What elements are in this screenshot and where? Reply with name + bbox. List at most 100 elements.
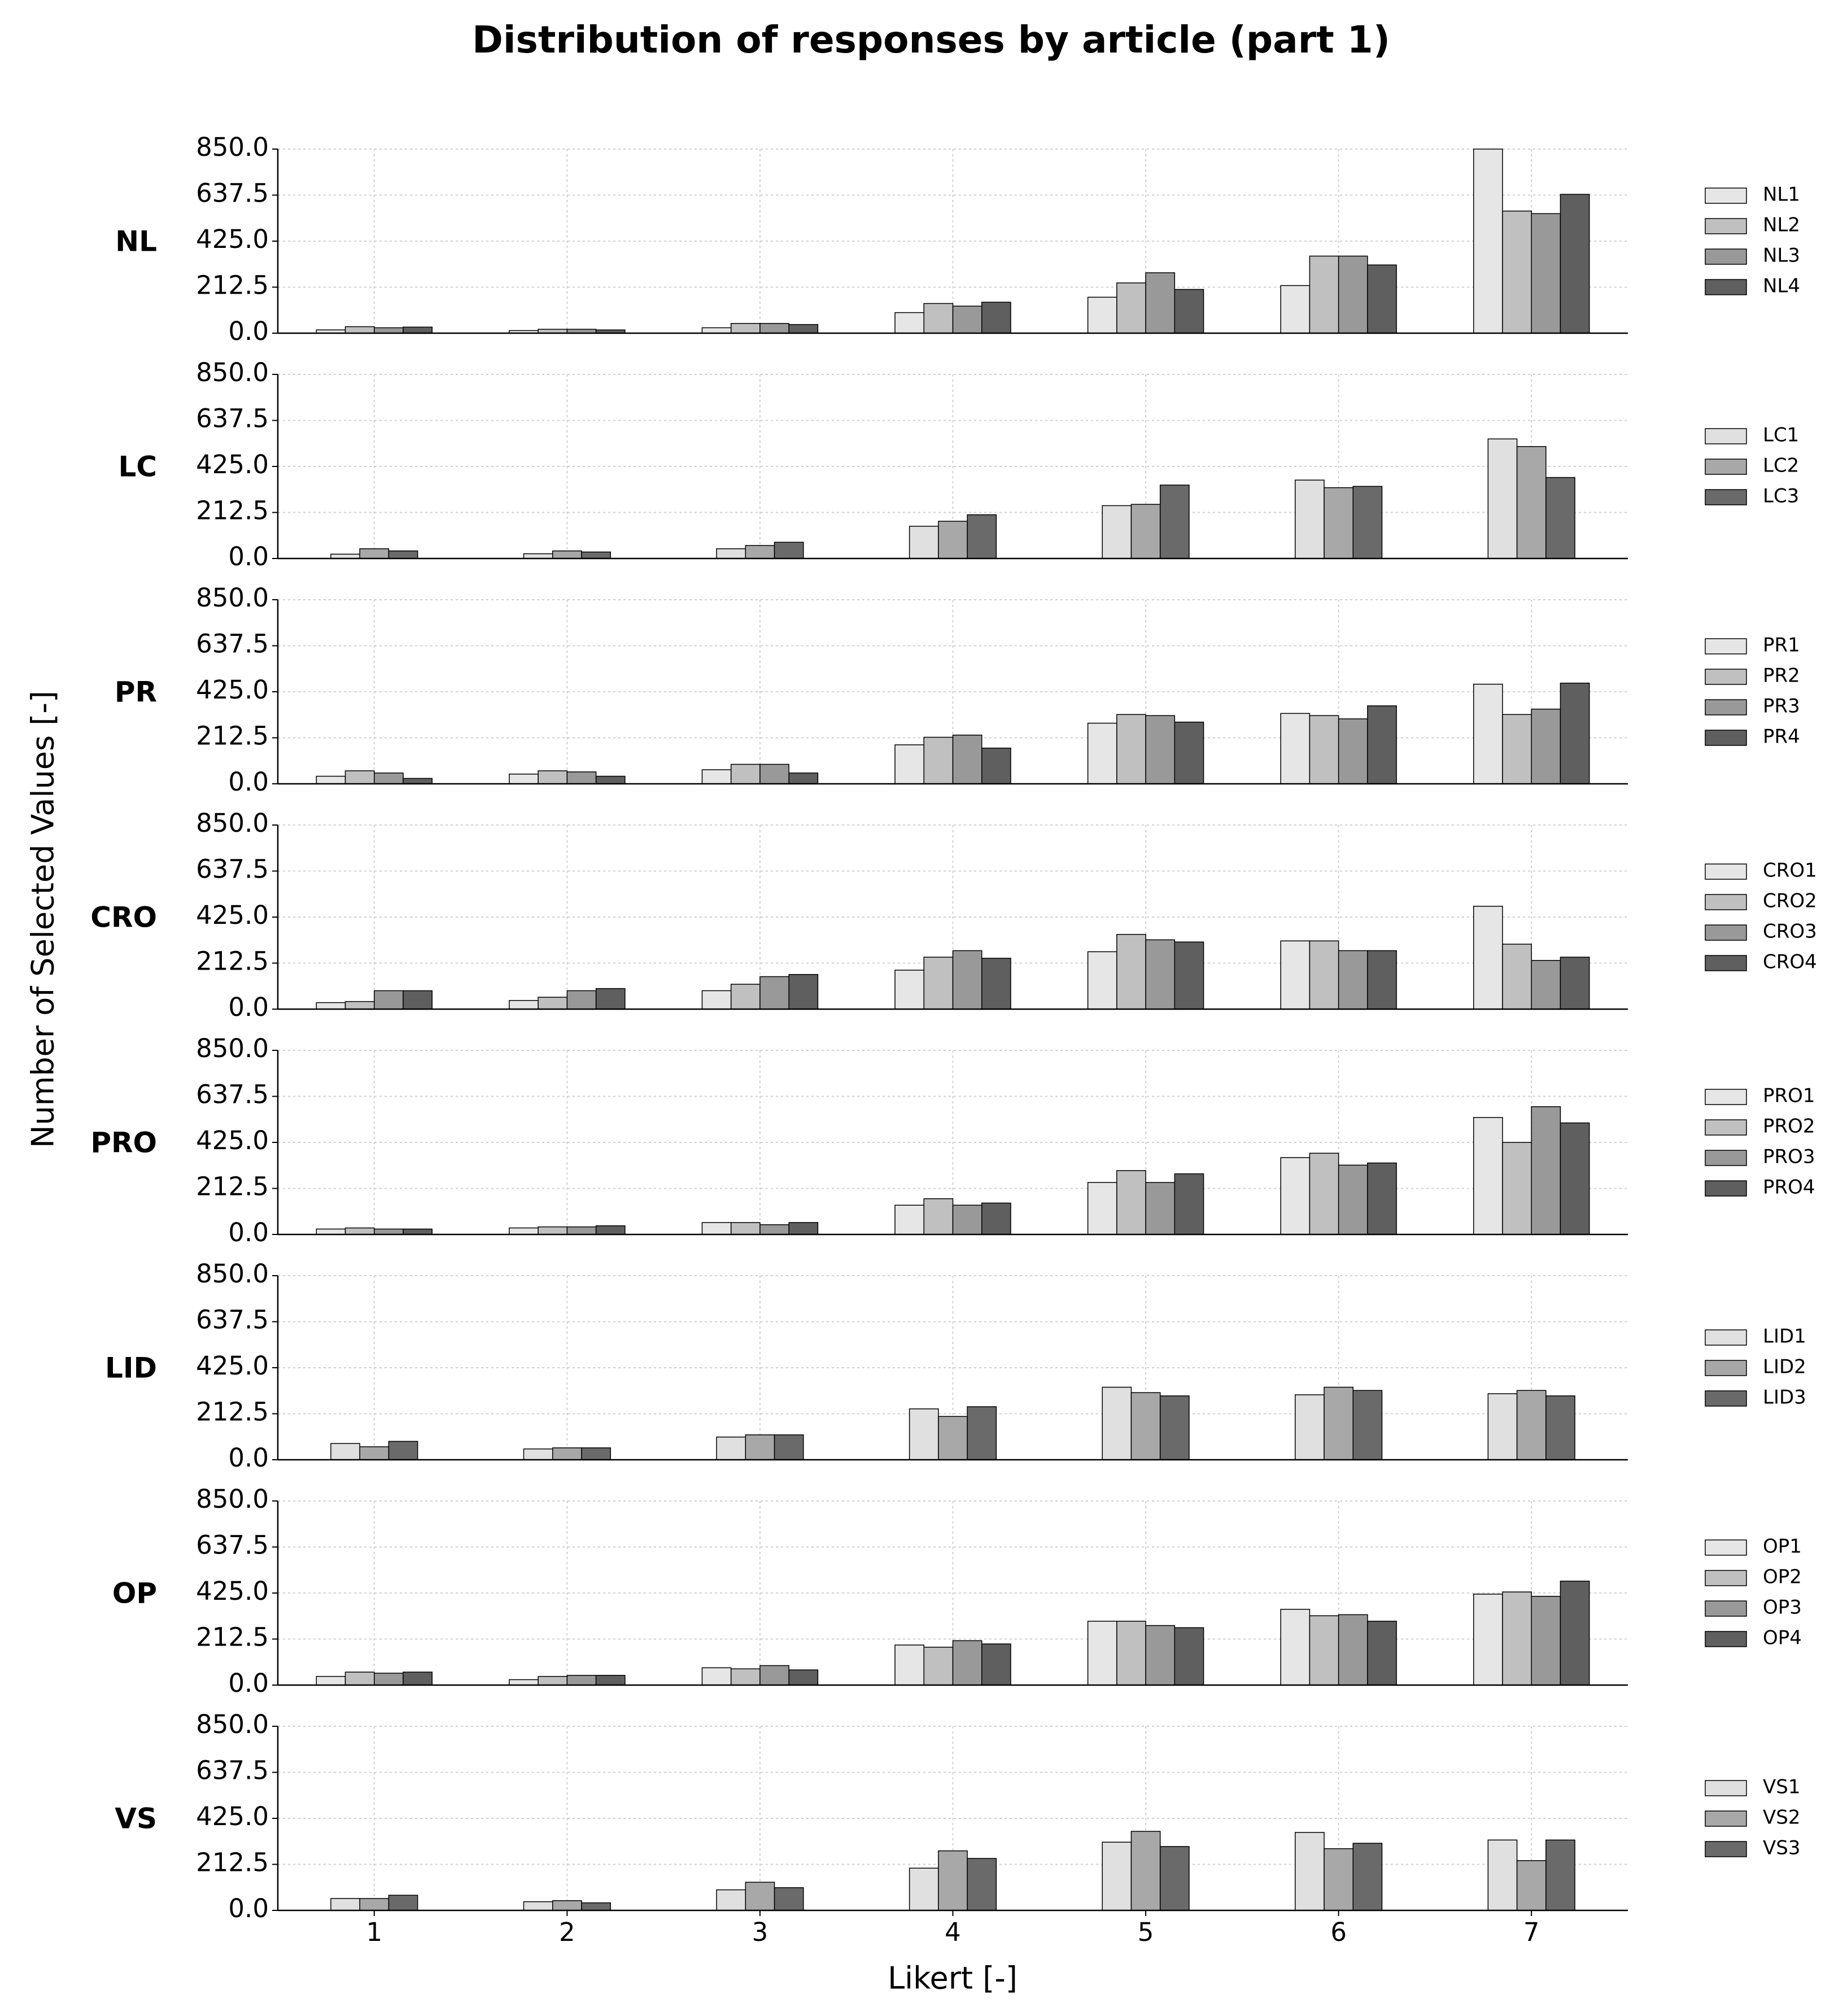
y-tick-label: 212.5 bbox=[196, 270, 269, 300]
bar bbox=[716, 1436, 746, 1460]
y-tick-label: 0.0 bbox=[228, 1218, 269, 1247]
legend-swatch bbox=[1705, 279, 1747, 295]
bar bbox=[1102, 505, 1132, 559]
y-tick-label: 0.0 bbox=[228, 1443, 269, 1473]
bar bbox=[538, 1675, 568, 1686]
bar bbox=[1145, 939, 1176, 1010]
bar bbox=[374, 1228, 404, 1235]
legend-swatch bbox=[1705, 459, 1747, 475]
bar bbox=[923, 303, 954, 334]
bar bbox=[1116, 1170, 1146, 1235]
bar bbox=[1367, 705, 1397, 784]
bar bbox=[1367, 1621, 1397, 1686]
bar bbox=[1502, 1142, 1532, 1235]
y-tick-label: 425.0 bbox=[196, 675, 269, 705]
legend-swatch bbox=[1705, 1539, 1747, 1556]
bar bbox=[1130, 504, 1161, 559]
bar bbox=[1352, 1843, 1383, 1911]
bar bbox=[1473, 149, 1503, 334]
figure-title: Distribution of responses by article (pa… bbox=[472, 18, 1390, 62]
bar bbox=[1309, 715, 1339, 784]
bar bbox=[788, 324, 819, 334]
bar bbox=[1502, 1591, 1532, 1686]
y-tick-label: 850.0 bbox=[196, 808, 269, 838]
bar bbox=[538, 770, 568, 784]
bar bbox=[359, 548, 390, 559]
bar bbox=[595, 1225, 626, 1235]
bar bbox=[1309, 255, 1339, 334]
legend-swatch bbox=[1705, 1631, 1747, 1647]
bar bbox=[523, 1448, 553, 1460]
bar bbox=[1174, 1627, 1204, 1686]
bar bbox=[581, 1902, 611, 1911]
bar bbox=[359, 1898, 390, 1911]
bar bbox=[1309, 1153, 1339, 1235]
legend-label: PR1 bbox=[1763, 634, 1800, 657]
bar bbox=[316, 1228, 346, 1235]
panel-label: VS bbox=[115, 1803, 157, 1835]
bar bbox=[1130, 1831, 1161, 1911]
legend-swatch bbox=[1705, 1810, 1747, 1827]
legend-swatch bbox=[1705, 218, 1747, 234]
bar bbox=[1473, 683, 1503, 784]
bar bbox=[1280, 1609, 1311, 1686]
bar bbox=[1531, 708, 1561, 784]
bar bbox=[1338, 255, 1368, 334]
legend-swatch bbox=[1705, 1841, 1747, 1857]
legend-label: PR3 bbox=[1763, 695, 1800, 718]
bar bbox=[509, 773, 539, 784]
y-tick-label: 212.5 bbox=[196, 1397, 269, 1427]
bar bbox=[1473, 1594, 1503, 1686]
legend-label: NL2 bbox=[1763, 214, 1800, 237]
y-tick-label: 212.5 bbox=[196, 1622, 269, 1652]
bar bbox=[1159, 1846, 1190, 1911]
x-tick-label: 7 bbox=[1523, 1917, 1540, 1947]
legend-label: CRO4 bbox=[1763, 951, 1817, 974]
bar bbox=[359, 1446, 390, 1460]
legend-label: CRO2 bbox=[1763, 890, 1817, 913]
y-tick-label: 0.0 bbox=[228, 1668, 269, 1698]
bar bbox=[1352, 1390, 1383, 1460]
bar bbox=[923, 1647, 954, 1686]
bar bbox=[730, 322, 761, 334]
bar bbox=[1367, 950, 1397, 1010]
bar bbox=[1102, 1386, 1132, 1460]
bar bbox=[981, 747, 1011, 784]
legend-label: PR2 bbox=[1763, 665, 1800, 687]
bar bbox=[1367, 1162, 1397, 1235]
bar bbox=[1087, 1182, 1117, 1235]
legend-swatch bbox=[1705, 1390, 1747, 1407]
y-tick-label: 212.5 bbox=[196, 1172, 269, 1202]
bar bbox=[330, 1443, 360, 1460]
bar bbox=[1174, 289, 1204, 334]
bar bbox=[1174, 941, 1204, 1010]
bar bbox=[1295, 1394, 1325, 1460]
legend-swatch bbox=[1705, 1780, 1747, 1796]
y-tick-label: 637.5 bbox=[196, 178, 269, 208]
bar bbox=[1560, 194, 1590, 334]
y-tick-label: 850.0 bbox=[196, 357, 269, 387]
bar bbox=[967, 1858, 997, 1911]
bar bbox=[1280, 940, 1311, 1010]
x-tick-label: 2 bbox=[559, 1917, 575, 1947]
bar bbox=[1159, 1395, 1190, 1460]
bar bbox=[1324, 1848, 1354, 1911]
bar bbox=[981, 1643, 1011, 1686]
x-tick-label: 1 bbox=[366, 1917, 382, 1947]
panel-label: NL bbox=[115, 225, 157, 258]
bar bbox=[1174, 1173, 1204, 1235]
bar bbox=[344, 326, 375, 334]
y-tick-label: 637.5 bbox=[196, 1530, 269, 1560]
panel-label: CRO bbox=[90, 901, 157, 934]
y-tick-label: 0.0 bbox=[228, 1893, 269, 1923]
bar bbox=[1352, 486, 1383, 559]
bar bbox=[1174, 721, 1204, 784]
bar bbox=[1338, 718, 1368, 784]
bar bbox=[701, 769, 732, 784]
bar bbox=[403, 326, 433, 334]
bar bbox=[1324, 487, 1354, 559]
bar bbox=[730, 1222, 761, 1235]
bar bbox=[509, 1227, 539, 1235]
legend-swatch bbox=[1705, 1600, 1747, 1617]
